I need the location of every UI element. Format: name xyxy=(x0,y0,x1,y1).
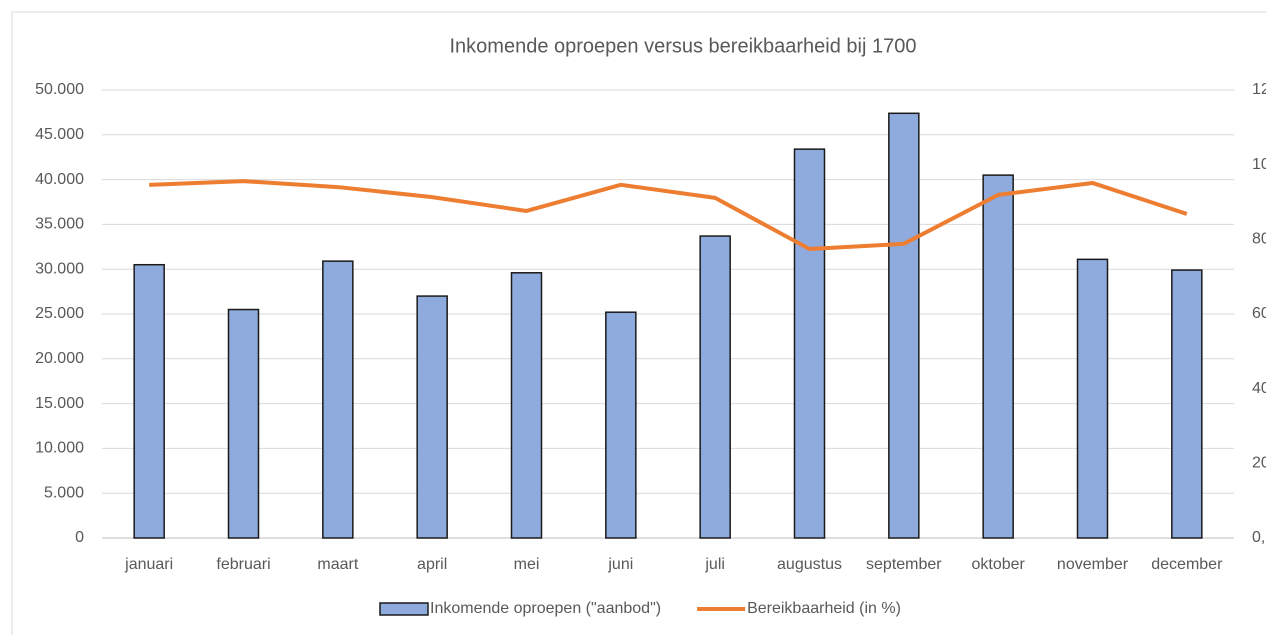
y-tick-label: 45.000 xyxy=(35,126,84,143)
y-tick-label: 30.000 xyxy=(35,260,84,277)
y-tick-label: 0 xyxy=(75,529,84,546)
y2-tick-label: 120,0% xyxy=(1252,81,1266,98)
y2-tick-label: 100,0% xyxy=(1252,156,1266,173)
y2-tick-label: 40,0% xyxy=(1252,380,1266,397)
bar xyxy=(133,263,165,539)
legend-label: Inkomende oproepen ("aanbod") xyxy=(430,600,661,617)
y-tick-label: 35.000 xyxy=(35,216,84,233)
x-tick-label: november xyxy=(1057,556,1129,573)
bar xyxy=(416,295,448,539)
chart-title: Inkomende oproepen versus bereikbaarheid… xyxy=(450,35,917,57)
bar xyxy=(888,112,920,539)
y2-tick-label: 80,0% xyxy=(1252,231,1266,248)
y-tick-label: 50.000 xyxy=(35,81,84,98)
x-tick-label: oktober xyxy=(971,556,1025,573)
x-tick-label: april xyxy=(417,556,447,573)
bar xyxy=(227,308,260,539)
chart-frame xyxy=(11,11,1266,635)
bar xyxy=(510,272,543,539)
y-tick-label: 5.000 xyxy=(44,484,84,501)
x-tick-label: maart xyxy=(317,556,358,573)
bar xyxy=(1076,258,1109,539)
x-tick-label: december xyxy=(1151,556,1223,573)
x-tick-label: juni xyxy=(607,556,633,573)
y-tick-label: 25.000 xyxy=(35,305,84,322)
line xyxy=(149,179,1188,252)
bar xyxy=(322,260,354,539)
x-tick-label: augustus xyxy=(777,556,842,573)
y-tick-label: 40.000 xyxy=(35,171,84,188)
bar xyxy=(1171,269,1203,539)
bar xyxy=(793,148,826,539)
x-tick-label: januari xyxy=(124,556,173,573)
y-tick-label: 15.000 xyxy=(35,395,84,412)
x-tick-label: september xyxy=(866,556,942,573)
x-tick-label: juli xyxy=(704,556,725,573)
bar xyxy=(699,235,731,539)
bar xyxy=(982,174,1014,539)
legend-label: Bereikbaarheid (in %) xyxy=(747,600,901,617)
y2-tick-label: 60,0% xyxy=(1252,305,1266,322)
legend-swatch xyxy=(379,602,429,616)
y-tick-label: 20.000 xyxy=(35,350,84,367)
x-tick-label: februari xyxy=(216,556,270,573)
y2-tick-label: 0,0% xyxy=(1252,529,1266,546)
bar xyxy=(605,311,637,539)
y2-tick-label: 20,0% xyxy=(1252,455,1266,472)
y-tick-label: 10.000 xyxy=(35,440,84,457)
x-tick-label: mei xyxy=(514,556,540,573)
